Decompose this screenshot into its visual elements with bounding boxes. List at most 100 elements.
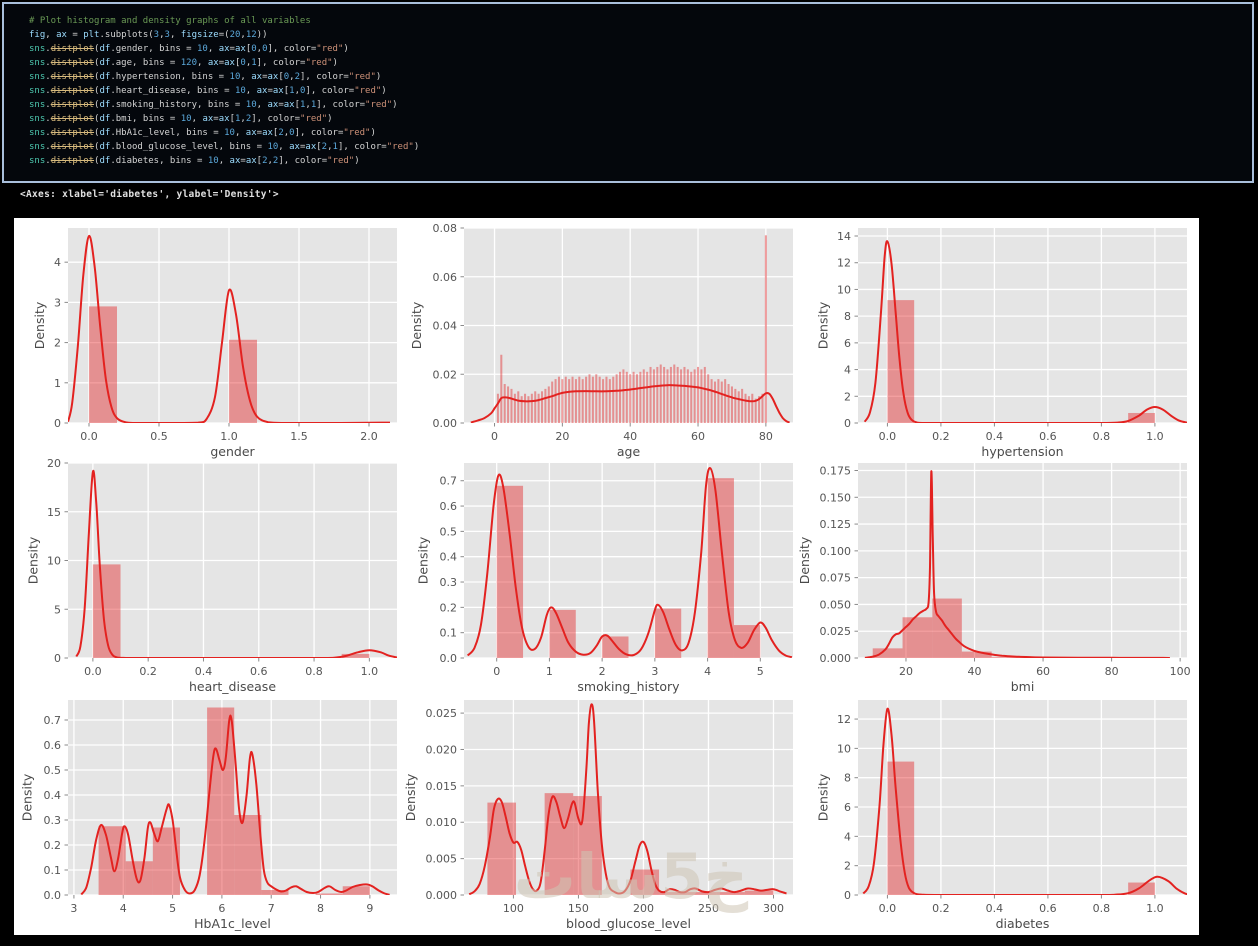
x-axis-label: bmi [1011,679,1035,694]
histogram-bar [693,369,696,423]
subplot-blood_glucose_level: 100 150 200 250 300 0.000 0.005 0.010 0.015 0.020… [403,700,793,931]
histogram-bar [761,393,764,423]
histogram-bar [517,391,520,423]
x-axis-label: heart_disease [189,679,276,694]
code-line[interactable]: sns.distplot(df.blood_glucose_level, bin… [29,142,420,152]
histogram-bars [887,300,1155,423]
histogram-bar [234,815,262,895]
subplot-HbA1c_level: 3 4 5 6 7 8 9 0.0 0.1 0.2 0.3 0.4 0.5 0.6 0.7 HbA1c_lev… [19,700,397,931]
x-tick-label: 0.4 [986,902,1004,915]
code-editor[interactable]: # Plot histogram and density graphs of a… [4,4,1252,168]
y-tick-label: 0.3 [440,576,458,589]
histogram-bar [89,306,117,423]
y-tick-label: 0.7 [44,714,62,727]
histogram-bar [733,625,761,658]
y-tick-label: 2 [54,337,61,350]
code-cell: # Plot histogram and density graphs of a… [2,2,1254,183]
histogram-bar [697,366,700,423]
histogram-bar [707,478,734,658]
y-tick-label: 0.000 [820,652,852,665]
y-tick-label: 14 [837,230,851,243]
y-tick-label: 0.150 [820,491,852,504]
y-tick-label: 0.005 [426,853,458,866]
histogram-bar [571,376,574,423]
histogram-bar [585,376,588,423]
y-tick-label: 0 [844,889,851,902]
x-tick-label: 80 [759,430,773,443]
y-tick-label: 12 [837,713,851,726]
y-tick-label: 12 [837,257,851,270]
code-line[interactable]: # Plot histogram and density graphs of a… [29,16,311,26]
x-tick-label: 200 [633,902,654,915]
histogram-bar [537,393,540,423]
histogram-bar [703,366,706,423]
histogram-bar [595,374,598,423]
histogram-bars [89,306,257,423]
x-tick-label: 7 [268,902,275,915]
code-line[interactable]: sns.distplot(df.age, bins = 120, ax=ax[0… [29,58,338,68]
y-tick-label: 20 [47,457,61,470]
y-tick-label: 0.020 [426,743,458,756]
x-tick-label: 1.0 [1146,430,1164,443]
y-tick-label: 0.7 [440,475,458,488]
code-line[interactable]: sns.distplot(df.hypertension, bins = 10,… [29,72,382,82]
x-tick-label: 80 [1105,665,1119,678]
histogram-bar [666,369,669,423]
histogram-bar [654,608,682,658]
code-line[interactable]: sns.distplot(df.HbA1c_level, bins = 10, … [29,128,376,138]
kde-line [68,234,391,423]
x-tick-label: 5 [169,902,176,915]
histogram-bar [608,379,611,423]
y-tick-label: 0.04 [433,320,458,333]
histogram-bar [639,371,642,423]
code-line[interactable]: sns.distplot(df.bmi, bins = 10, ax=ax[1,… [29,114,333,124]
histogram-bar [676,366,679,423]
x-tick-label: 0.2 [932,430,950,443]
code-line[interactable]: fig, ax = plt.subplots(3,3, figsize=(20,… [29,30,268,40]
histogram-bar [534,391,537,423]
y-tick-label: 0.6 [440,500,458,513]
y-tick-label: 0 [54,652,61,665]
x-tick-label: 20 [899,665,913,678]
y-tick-label: 0.010 [426,816,458,829]
x-tick-label: 0.4 [986,430,1004,443]
kde-line [864,470,1170,658]
y-tick-label: 0.4 [440,551,458,564]
code-line[interactable]: sns.distplot(df.smoking_history, bins = … [29,100,398,110]
code-line[interactable]: sns.distplot(df.heart_disease, bins = 10… [29,86,387,96]
code-line[interactable]: sns.distplot(df.diabetes, bins = 10, ax=… [29,156,360,166]
histogram-bar [500,354,503,423]
code-line[interactable]: sns.distplot(df.gender, bins = 10, ax=ax… [29,44,349,54]
x-tick-label: 300 [763,902,784,915]
histogram-bar [710,379,713,423]
histogram-bar [741,388,744,423]
kde-line [75,469,397,658]
y-axis-label: Density [409,301,424,349]
x-tick-label: 6 [218,902,225,915]
histogram-bar [573,796,602,895]
plot-background [464,463,793,658]
y-tick-label: 4 [54,256,61,269]
subplot-hypertension: 0.0 0.2 0.4 0.6 0.8 1.0 0 2 4 6 8 10 12 14 hypertensio… [816,228,1187,459]
y-tick-label: 0.075 [820,572,852,585]
histogram-bar [554,379,557,423]
histogram-bar [673,364,676,423]
kde-line [468,703,787,895]
histogram-bar [503,384,506,423]
histogram-bar [713,381,717,423]
x-tick-label: 0.2 [139,665,157,678]
y-tick-label: 0.1 [440,627,458,640]
histogram-bars [487,793,774,895]
kde-line [470,384,790,423]
histogram-bar [574,379,577,423]
x-axis-label: HbA1c_level [194,916,271,931]
kde-line [466,467,793,658]
x-tick-label: 0.6 [1039,430,1057,443]
histogram-bars [496,235,767,423]
kde-line [863,240,1187,423]
histogram-bar [496,485,524,658]
histogram-bar [649,366,652,423]
y-tick-label: 6 [844,801,851,814]
histogram-bars [887,761,1155,895]
